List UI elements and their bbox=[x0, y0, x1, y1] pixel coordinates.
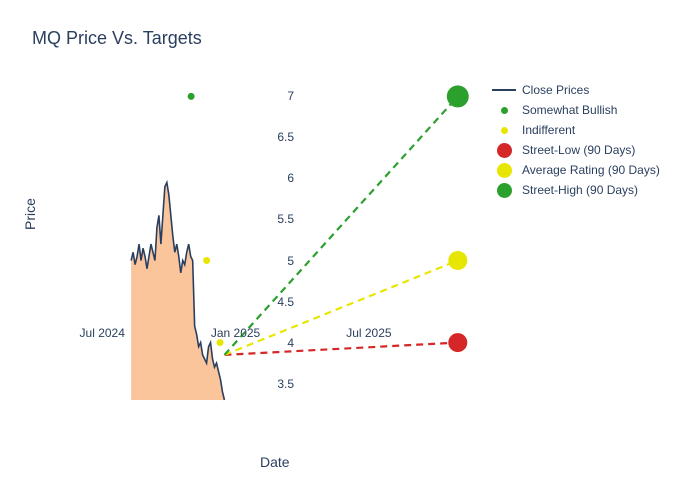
legend-label: Average Rating (90 Days) bbox=[522, 163, 660, 177]
legend-item[interactable]: Street-Low (90 Days) bbox=[490, 140, 660, 160]
target-marker bbox=[447, 85, 469, 107]
analyst-point bbox=[188, 93, 195, 100]
y-tick: 3.5 bbox=[277, 377, 294, 391]
analyst-point bbox=[217, 339, 224, 346]
y-tick: 6.5 bbox=[277, 130, 294, 144]
x-axis-label: Date bbox=[260, 454, 290, 470]
legend-swatch bbox=[490, 183, 518, 198]
legend-label: Indifferent bbox=[522, 123, 575, 137]
y-tick: 5 bbox=[287, 254, 294, 268]
legend-swatch bbox=[490, 89, 518, 91]
target-marker bbox=[448, 251, 467, 270]
legend-item[interactable]: Street-High (90 Days) bbox=[490, 180, 660, 200]
legend-item[interactable]: Close Prices bbox=[490, 80, 660, 100]
y-tick: 4 bbox=[287, 336, 294, 350]
y-axis-label: Price bbox=[22, 198, 38, 230]
legend-label: Street-High (90 Days) bbox=[522, 183, 638, 197]
y-tick: 7 bbox=[287, 89, 294, 103]
legend-label: Street-Low (90 Days) bbox=[522, 143, 635, 157]
y-tick: 4.5 bbox=[277, 295, 294, 309]
chart-title: MQ Price Vs. Targets bbox=[32, 28, 202, 49]
target-line bbox=[224, 261, 457, 355]
target-marker bbox=[448, 333, 467, 352]
legend: Close Prices Somewhat Bullish Indifferent S… bbox=[490, 80, 660, 200]
plot-svg bbox=[80, 80, 480, 400]
plot-area bbox=[80, 80, 480, 400]
close-area bbox=[131, 183, 224, 400]
legend-label: Close Prices bbox=[522, 83, 589, 97]
legend-item[interactable]: Indifferent bbox=[490, 120, 660, 140]
legend-label: Somewhat Bullish bbox=[522, 103, 617, 117]
legend-swatch bbox=[490, 163, 518, 178]
legend-swatch bbox=[490, 143, 518, 158]
legend-item[interactable]: Average Rating (90 Days) bbox=[490, 160, 660, 180]
x-tick: Jul 2024 bbox=[80, 326, 125, 340]
y-tick: 6 bbox=[287, 171, 294, 185]
y-tick: 5.5 bbox=[277, 212, 294, 226]
analyst-point bbox=[203, 257, 210, 264]
x-tick: Jul 2025 bbox=[346, 326, 391, 340]
legend-swatch bbox=[490, 107, 518, 114]
x-tick: Jan 2025 bbox=[211, 326, 260, 340]
legend-item[interactable]: Somewhat Bullish bbox=[490, 100, 660, 120]
target-line bbox=[224, 96, 457, 354]
target-line bbox=[224, 343, 457, 355]
legend-swatch bbox=[490, 127, 518, 134]
